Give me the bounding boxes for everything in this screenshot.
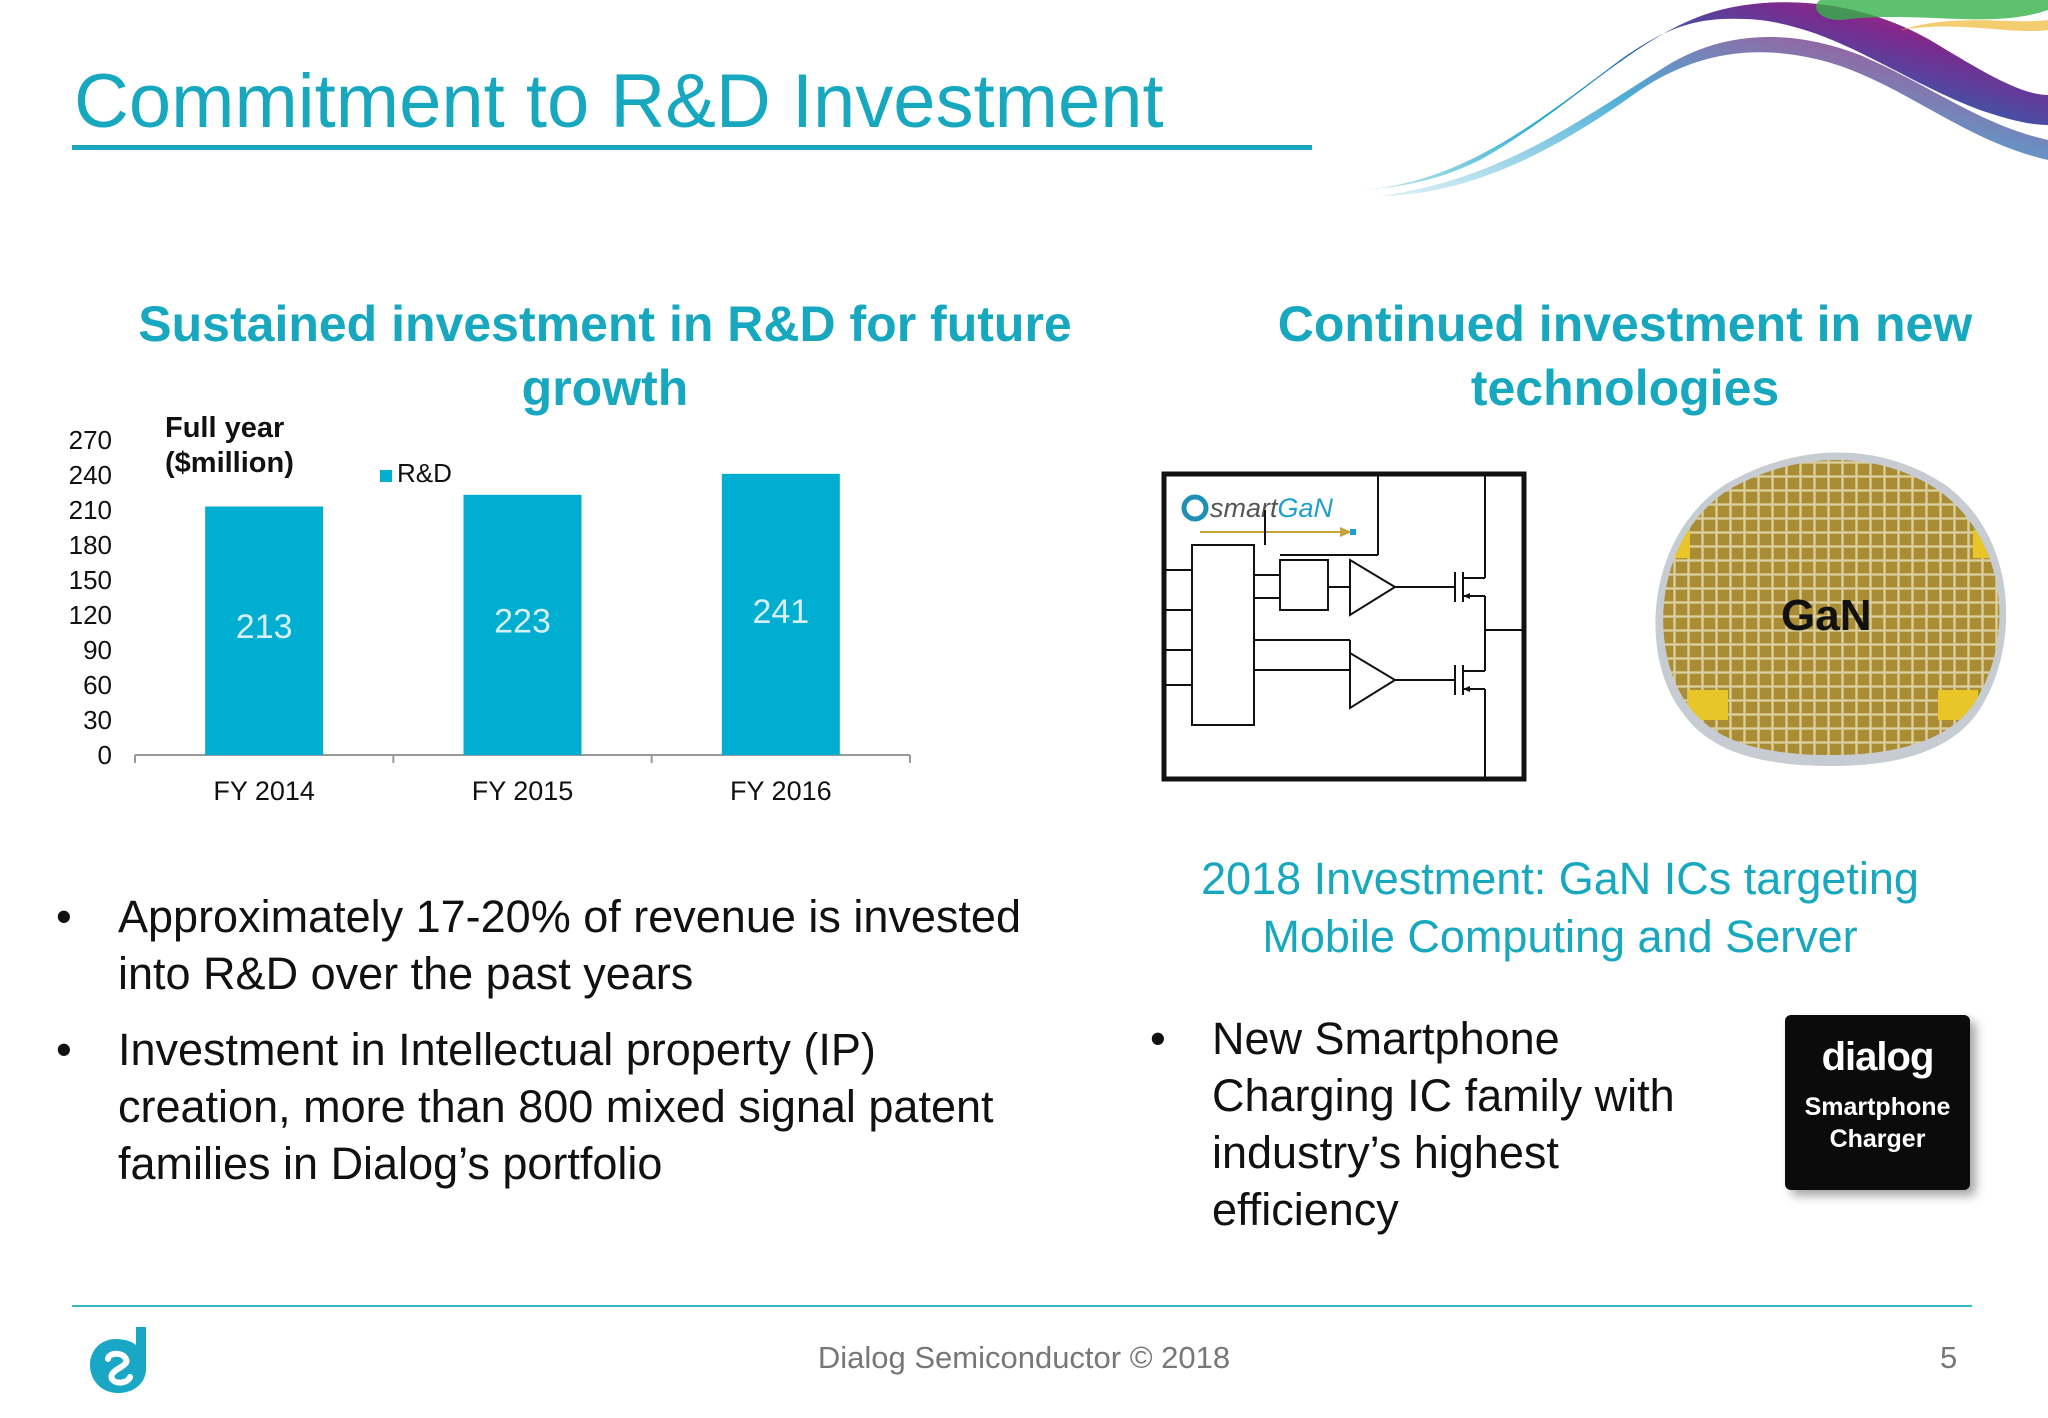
bullet-item: • New Smartphone Charging IC family with… [1150, 1010, 1750, 1238]
y-tick-label: 180 [69, 530, 112, 560]
bullet-text: New Smartphone Charging IC family with i… [1212, 1013, 1675, 1235]
left-section-heading: Sustained investment in R&D for future g… [138, 296, 1072, 416]
y-tick-label: 240 [69, 460, 112, 490]
page-number: 5 [1940, 1340, 1958, 1375]
title-underline [72, 145, 1312, 150]
rd-bar-chart: 0 30 60 90 120 150 180 210 240 270 213 FY 2014 223 FY… [69, 412, 911, 806]
bar-fy-2016 [721, 473, 840, 755]
y-tick-label: 0 [98, 740, 112, 770]
smartgan-circuit-diagram: smartGaN [1161, 471, 1527, 782]
left-bullet-list: • Approximately 17-20% of revenue is inv… [56, 888, 1056, 1211]
chip-label-line2: Charger [1829, 1125, 1926, 1153]
gan-investment-caption: 2018 Investment: GaN ICs targeting Mobil… [1201, 853, 1919, 962]
y-tick-label: 210 [69, 495, 112, 525]
bar-data-label: 223 [494, 603, 551, 641]
bullet-marker: • [1150, 1013, 1166, 1064]
y-tick-label: 60 [83, 670, 112, 700]
y-tick-label: 30 [83, 705, 112, 735]
bullet-item: • Investment in Intellectual property (I… [56, 1021, 1056, 1192]
bullet-marker: • [56, 1024, 72, 1075]
chip-brand-logo: dialog [1821, 1035, 1935, 1079]
x-tick-label: FY 2016 [730, 776, 832, 806]
y-tick-label: 270 [69, 425, 112, 455]
svg-text:smartGaN: smartGaN [1210, 493, 1334, 523]
bullet-text: Approximately 17-20% of revenue is inves… [118, 891, 1021, 999]
legend-swatch [380, 470, 392, 482]
bullet-item: • Approximately 17-20% of revenue is inv… [56, 888, 1056, 1002]
y-tick-label: 150 [69, 565, 112, 595]
slide-title: Commitment to R&D Investment [74, 59, 1164, 144]
bar-fy-2015 [463, 494, 582, 755]
legend-label: R&D [397, 458, 452, 488]
bullet-marker: • [56, 891, 72, 942]
chip-label-line1: Smartphone [1804, 1093, 1951, 1121]
gan-wafer-image: GaN [1655, 452, 2007, 766]
chart-title-line: ($million) [165, 447, 294, 479]
right-bullet-list: • New Smartphone Charging IC family with… [1150, 1010, 1750, 1257]
footer-divider [72, 1305, 1972, 1307]
y-tick-label: 90 [83, 635, 112, 665]
dialog-logo-icon [90, 1327, 146, 1393]
smartgan-logo-suffix: GaN [1278, 493, 1334, 523]
footer-copyright: Dialog Semiconductor © 2018 [817, 1340, 1231, 1375]
y-tick-label: 120 [69, 600, 112, 630]
bar-data-label: 241 [752, 593, 809, 631]
bullet-text: Investment in Intellectual property (IP)… [118, 1024, 994, 1189]
bar-data-label: 213 [236, 608, 293, 646]
right-section-heading: Continued investment in new technologies [1277, 296, 1973, 416]
bar-fy-2014 [205, 506, 324, 755]
smartgan-logo-prefix: smart [1210, 493, 1279, 523]
smartgan-logo: smartGaN [1181, 493, 1356, 537]
chart-title-line: Full year [165, 412, 284, 444]
smartphone-charger-chip-image: dialog Smartphone Charger [1785, 1015, 1970, 1190]
x-tick-label: FY 2015 [472, 776, 574, 806]
x-tick-label: FY 2014 [213, 776, 315, 806]
wafer-label: GaN [1781, 591, 1871, 640]
chip-label: Smartphone Charger [1785, 1091, 1970, 1155]
decorative-swoosh [1358, 0, 2048, 196]
